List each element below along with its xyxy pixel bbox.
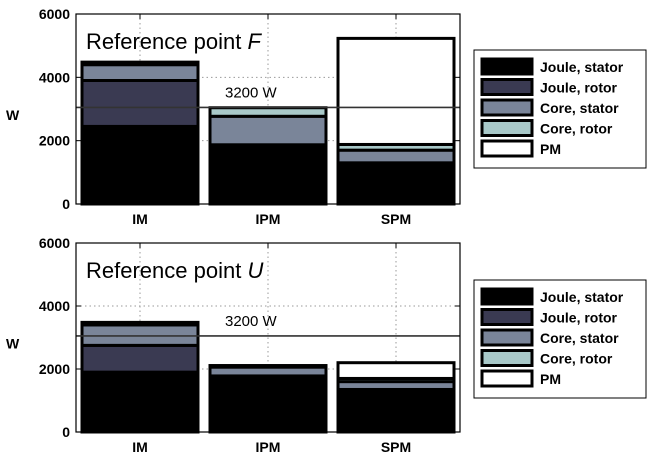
x-tick-label: SPM <box>381 439 411 455</box>
reference-line-label: 3200 W <box>225 313 278 330</box>
y-tick-label: 4000 <box>39 69 70 85</box>
bar-segment-ipm-joule-stator <box>208 374 328 434</box>
legend-swatch <box>480 119 534 137</box>
bar-segment-im-joule-rotor <box>80 343 200 374</box>
chart-panel-top: 3200 W 0 2000 4000 6000 IM IPM SPM W Reference po… <box>6 6 647 227</box>
y-axis-label: W <box>6 336 20 352</box>
bar-segment-im-joule-stator <box>80 124 200 206</box>
legend-label: PM <box>540 371 561 387</box>
legend-label: Core, rotor <box>540 351 613 367</box>
y-tick-label: 4000 <box>39 298 70 314</box>
legend-label: Joule, rotor <box>540 80 618 96</box>
panel-title-italic: U <box>247 258 263 283</box>
bar-segment-im-core-stator <box>80 63 200 82</box>
legend-label: Core, rotor <box>540 121 613 137</box>
bar-segment-ipm-core-rotor <box>208 364 328 369</box>
legend-label: Core, stator <box>540 330 619 346</box>
legend-label: Core, stator <box>540 100 619 116</box>
bar-segment-im-core-rotor <box>80 320 200 327</box>
legend-swatch <box>480 349 534 367</box>
legend-swatch <box>480 328 534 347</box>
y-tick-label: 2000 <box>39 361 70 377</box>
legend-label: Joule, stator <box>540 59 624 75</box>
bar-segment-im-joule-rotor <box>80 79 200 128</box>
bar-segment-spm-joule-stator <box>336 161 456 206</box>
bar-segment-ipm-joule-stator <box>208 143 328 206</box>
bar-segment-spm-core-stator <box>336 148 456 165</box>
x-tick-label: SPM <box>381 211 411 227</box>
x-tick-label: IPM <box>256 439 281 455</box>
bar-segment-im-joule-stator <box>80 370 200 434</box>
legend-swatch <box>480 78 534 96</box>
x-tick-label: IM <box>132 439 148 455</box>
y-tick-label: 2000 <box>39 133 70 149</box>
legend-swatch <box>480 98 534 117</box>
x-tick-label: IPM <box>256 211 281 227</box>
y-axis-label: W <box>6 107 20 123</box>
y-tick-label: 6000 <box>39 235 70 251</box>
legend-swatch <box>480 57 534 76</box>
legend-swatch <box>480 308 534 326</box>
legend-label: Joule, stator <box>540 289 624 305</box>
x-tick-label: IM <box>132 211 148 227</box>
panel-title: Reference point F <box>86 29 262 54</box>
panel-title: Reference point U <box>86 258 263 283</box>
bar-segment-spm-joule-stator <box>336 387 456 434</box>
bar-segment-spm-pm <box>336 36 456 146</box>
legend-label: PM <box>540 141 561 157</box>
panel-title-text: Reference point <box>86 29 247 54</box>
y-tick-label: 0 <box>62 424 70 440</box>
legend-swatch <box>480 287 534 306</box>
legend-swatch <box>480 369 534 388</box>
reference-line-label: 3200 W <box>225 84 278 101</box>
legend-swatch <box>480 139 534 158</box>
bar-segment-spm-pm <box>336 361 456 380</box>
panel-title-italic: F <box>247 29 262 54</box>
y-tick-label: 6000 <box>39 6 70 22</box>
bar-segment-im-core-rotor <box>80 60 200 67</box>
bar-segment-ipm-core-rotor <box>208 106 328 118</box>
legend-label: Joule, rotor <box>540 310 618 326</box>
y-tick-label: 0 <box>62 196 70 212</box>
chart-panel-bottom: 3200 W 0 2000 4000 6000 IM IPM SPM W Reference po… <box>6 235 647 455</box>
panel-title-text: Reference point <box>86 258 247 283</box>
bar-segment-ipm-core-stator <box>208 114 328 147</box>
